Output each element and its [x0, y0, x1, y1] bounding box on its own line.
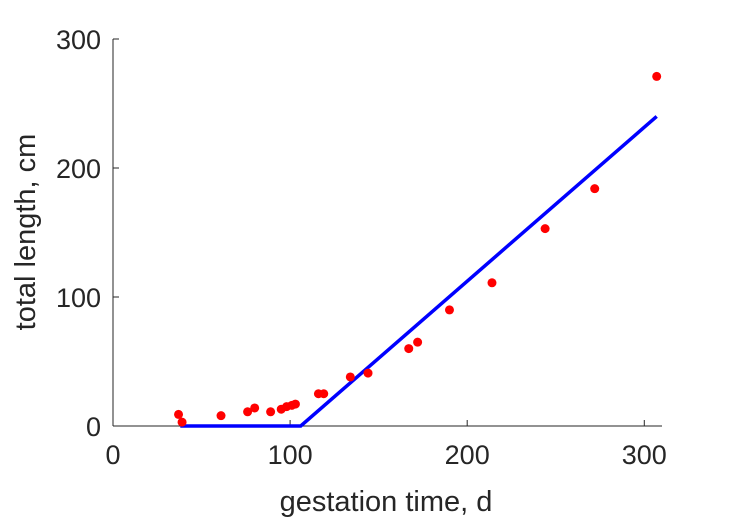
data-point: [652, 71, 662, 81]
data-point: [413, 337, 423, 347]
axis-ticks: 0 100 200 300 0 100 200 300: [56, 25, 667, 470]
x-tick-label: 300: [622, 440, 667, 470]
x-axis-title: gestation time, d: [280, 486, 493, 518]
data-point: [250, 403, 260, 413]
y-tick-label: 100: [56, 283, 101, 313]
y-tick-label: 0: [86, 412, 101, 442]
data-point: [266, 407, 276, 417]
data-point: [290, 399, 300, 409]
y-tick-label: 300: [56, 25, 101, 55]
data-point: [404, 344, 414, 354]
data-point: [243, 407, 253, 417]
data-point: [363, 368, 373, 378]
data-point: [319, 389, 329, 399]
x-tick-label: 200: [445, 440, 490, 470]
series-layer: [174, 71, 662, 428]
plot-area: 0 100 200 300 0 100 200 300: [56, 25, 667, 470]
fit-line: [180, 115, 658, 428]
data-point: [216, 411, 226, 421]
data-point: [487, 278, 497, 288]
data-point: [345, 372, 355, 382]
x-tick-label: 0: [105, 440, 120, 470]
data-point: [590, 184, 600, 194]
x-tick-label: 100: [268, 440, 313, 470]
y-tick-label: 200: [56, 154, 101, 184]
y-axis-title: total length, cm: [10, 134, 42, 331]
data-point: [444, 305, 454, 315]
data-point: [177, 417, 187, 427]
data-point: [540, 224, 550, 234]
data-point: [174, 409, 184, 419]
